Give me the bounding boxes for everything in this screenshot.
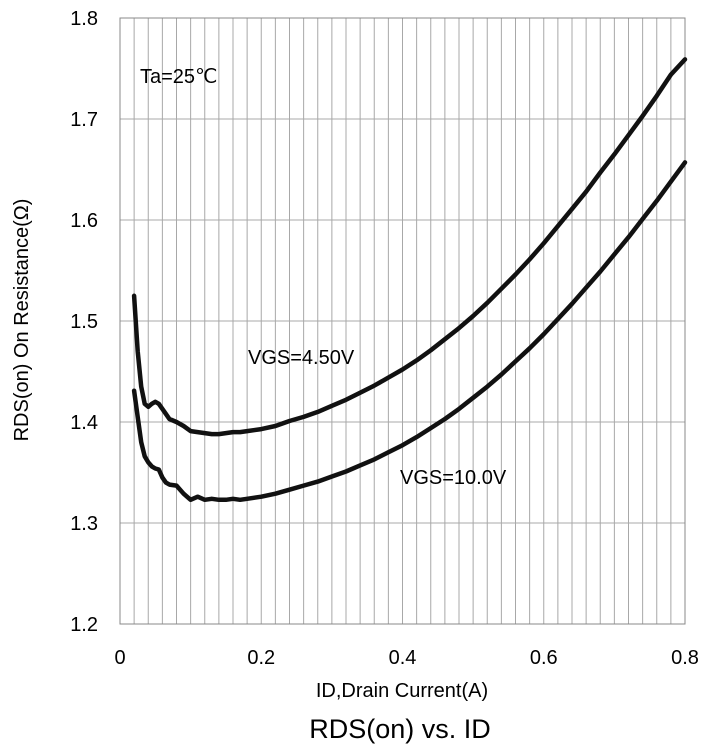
y-tick-label: 1.3 xyxy=(70,513,98,535)
series-line-vgs-10-0v xyxy=(131,160,688,503)
y-tick-label: 1.5 xyxy=(70,311,98,333)
series-line-vgs-4-50v xyxy=(131,57,688,437)
x-tick-label: 0.4 xyxy=(389,647,417,669)
y-tick-label: 1.2 xyxy=(70,614,98,636)
grid xyxy=(120,18,685,624)
series-label-vgs-10-0v: VGS=10.0V xyxy=(400,467,507,489)
x-tick-label: 0.8 xyxy=(671,647,699,669)
y-tick-label: 1.6 xyxy=(70,210,98,232)
chart-title: RDS(on) vs. ID xyxy=(309,714,491,744)
x-tick-labels: 0 0.2 0.4 0.6 0.8 xyxy=(114,647,698,669)
x-tick-label: 0.6 xyxy=(530,647,558,669)
y-tick-label: 1.7 xyxy=(70,109,98,131)
y-tick-label: 1.8 xyxy=(70,8,98,30)
y-tick-labels: 1.2 1.3 1.4 1.5 1.6 1.7 1.8 xyxy=(70,8,98,636)
series-label-vgs-4-50v: VGS=4.50V xyxy=(248,347,355,369)
y-tick-label: 1.4 xyxy=(70,412,98,434)
x-axis-label: ID,Drain Current(A) xyxy=(316,680,488,702)
annotation-temperature: Ta=25℃ xyxy=(140,66,218,88)
series-layer xyxy=(131,57,688,503)
y-axis-label: RDS(on) On Resistance(Ω) xyxy=(11,199,33,442)
x-tick-label: 0.2 xyxy=(247,647,275,669)
x-tick-label: 0 xyxy=(114,647,125,669)
plot-frame xyxy=(119,17,686,625)
